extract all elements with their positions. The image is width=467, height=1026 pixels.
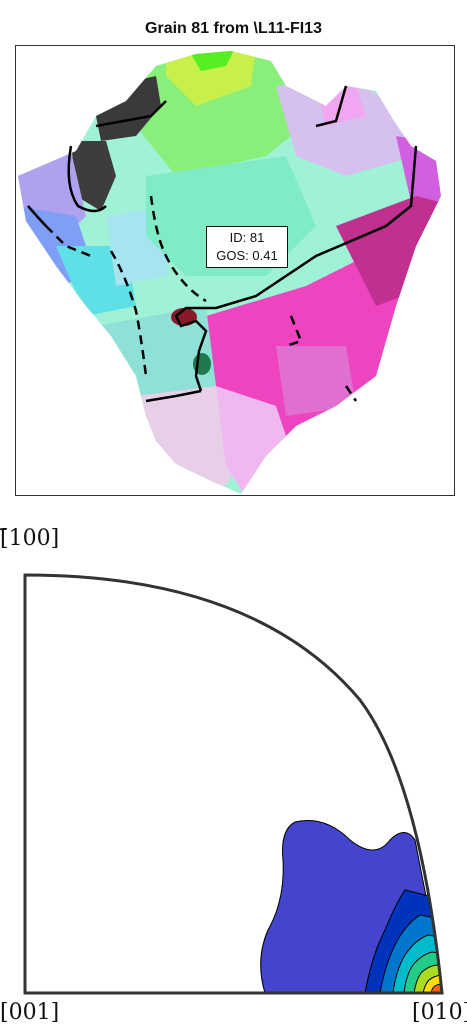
pole-label-bottom-left: [001] [0, 1000, 60, 1025]
grain-gos-text: GOS: 0.41 [216, 248, 278, 263]
pole-label-top: [̄100] [0, 526, 60, 551]
inverse-pole-figure [23, 573, 444, 995]
grain-label-box: ID: 81 GOS: 0.41 [206, 226, 288, 268]
orientation-map-frame: ID: 81 GOS: 0.41 [15, 45, 455, 496]
contour-plot [260, 820, 442, 993]
orientation-map [18, 51, 441, 494]
grain-map-colors [18, 51, 441, 494]
low-angle-boundaries [45, 195, 358, 402]
grain-id-text: ID: 81 [229, 230, 265, 245]
grain-boundaries [27, 85, 418, 403]
ipf-sector-outline [23, 573, 444, 995]
figure-title: Grain 81 from \L11-FI13 [145, 20, 322, 37]
pole-label-bottom-right: [010] [412, 1000, 467, 1025]
